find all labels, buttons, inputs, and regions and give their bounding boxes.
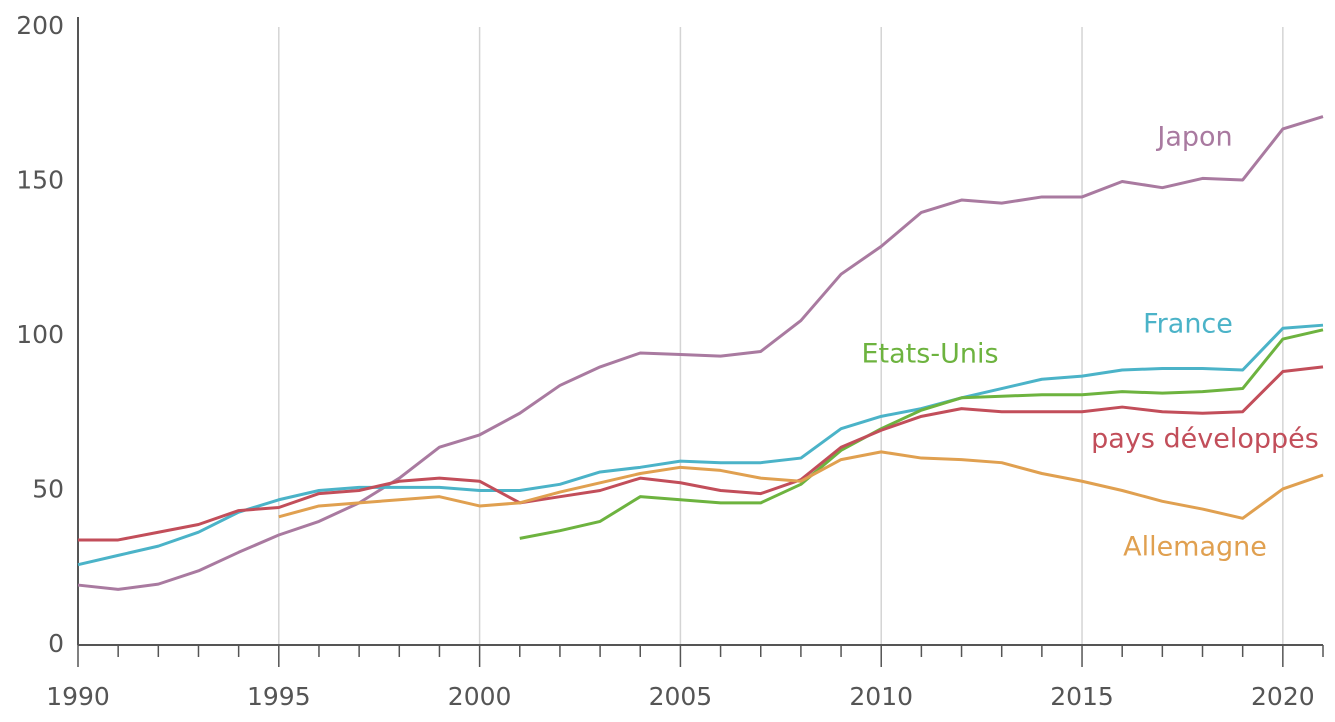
series-label: Japon xyxy=(1155,122,1232,153)
series-line xyxy=(77,323,1324,567)
x-tick-label: 1990 xyxy=(46,682,110,711)
y-tick-label: 150 xyxy=(16,166,64,195)
y-tick-label: 200 xyxy=(16,11,64,40)
series-label: pays développés xyxy=(1091,424,1319,455)
x-tick-label: 1995 xyxy=(247,682,311,711)
x-tick-label: 2005 xyxy=(649,682,713,711)
series-label: Allemagne xyxy=(1123,532,1267,563)
x-tick-label: 2015 xyxy=(1050,682,1114,711)
series-label: France xyxy=(1143,309,1233,340)
series-line xyxy=(278,450,1324,520)
series-label: Etats-Unis xyxy=(861,339,998,370)
y-tick-label: 100 xyxy=(16,320,64,349)
series-line xyxy=(77,115,1324,591)
y-tick-label: 50 xyxy=(32,475,64,504)
x-tick-label: 2020 xyxy=(1251,682,1315,711)
x-tick-label: 2000 xyxy=(448,682,512,711)
x-tick-label: 2010 xyxy=(849,682,913,711)
series-line xyxy=(78,365,1324,542)
series-line xyxy=(519,328,1324,540)
y-tick-label: 0 xyxy=(48,629,64,658)
